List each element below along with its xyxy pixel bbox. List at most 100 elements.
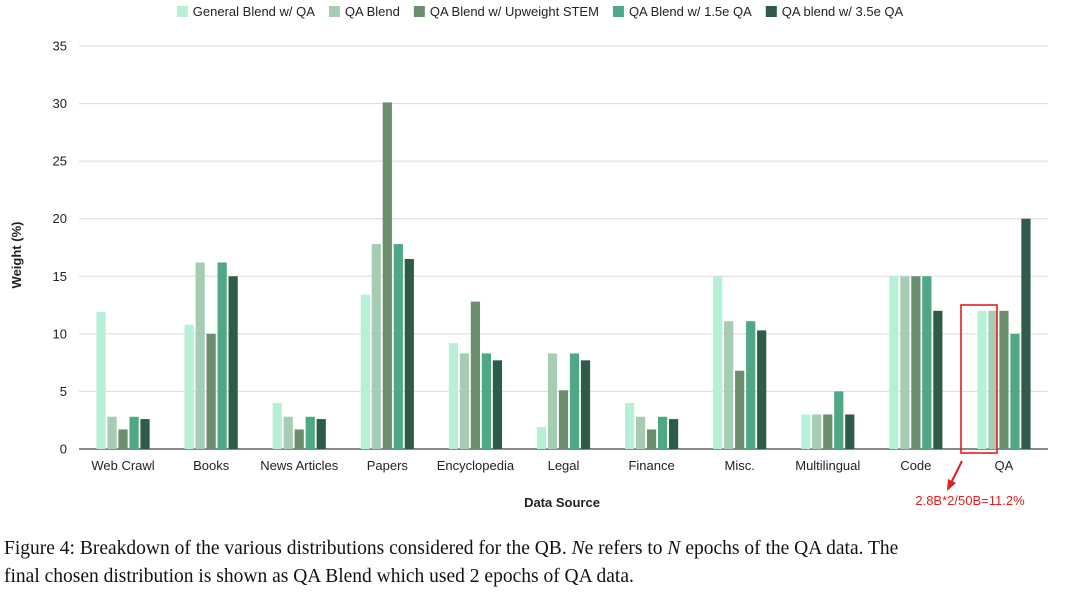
x-tick-label: Misc. xyxy=(725,458,755,473)
y-tick-label: 0 xyxy=(60,442,67,457)
bar xyxy=(459,353,470,449)
bar xyxy=(96,311,106,449)
bar xyxy=(746,321,756,449)
legend: General Blend w/ QA QA Blend QA Blend w/ U… xyxy=(176,4,904,19)
bar xyxy=(140,419,150,449)
legend-label: QA blend w/ 3.5e QA xyxy=(782,4,904,19)
annotation: 2.8B*2/50B=11.2% xyxy=(915,304,1025,508)
bar xyxy=(294,429,304,449)
bar xyxy=(393,244,403,449)
bar xyxy=(999,310,1009,449)
legend-swatch xyxy=(328,6,340,17)
bar xyxy=(558,390,569,449)
bar xyxy=(889,276,899,449)
annotation-highlight-box xyxy=(960,304,998,454)
bar xyxy=(536,427,547,449)
x-tick-label: Multilingual xyxy=(795,458,860,473)
bar xyxy=(272,402,282,449)
bar xyxy=(823,414,833,449)
bar xyxy=(283,416,293,449)
bar xyxy=(1021,218,1031,449)
bar xyxy=(371,244,381,449)
bar xyxy=(448,343,459,449)
x-tick-label: Books xyxy=(193,458,230,473)
bar xyxy=(900,276,910,449)
y-tick-label: 25 xyxy=(53,154,67,169)
bar xyxy=(624,402,635,449)
bar xyxy=(580,360,591,449)
bar xyxy=(922,276,932,449)
y-tick-label: 20 xyxy=(53,211,67,226)
x-tick-label: Code xyxy=(900,458,931,473)
annotation-text: 2.8B*2/50B=11.2% xyxy=(915,493,1025,508)
caption-line-2: final chosen distribution is shown as QA… xyxy=(4,566,634,587)
bar xyxy=(845,414,855,449)
bar xyxy=(646,429,657,449)
bar xyxy=(933,310,943,449)
bar xyxy=(812,414,822,449)
bar xyxy=(107,416,117,449)
x-tick-label: Legal xyxy=(548,458,580,473)
bar xyxy=(977,310,987,449)
x-tick-label: News Articles xyxy=(260,458,339,473)
y-axis-ticks: 0 5 10 15 20 25 30 35 xyxy=(53,39,67,457)
y-axis-label: Weight (%) xyxy=(9,222,24,289)
caption-line-1: Figure 4: Breakdown of the various distr… xyxy=(4,538,899,559)
bar xyxy=(481,353,492,449)
legend-swatch xyxy=(176,6,188,17)
bar-chart: General Blend w/ QA QA Blend QA Blend w/ U… xyxy=(9,4,1048,510)
bar xyxy=(635,416,646,449)
bars xyxy=(96,102,1031,450)
bar xyxy=(801,414,811,449)
bar xyxy=(382,102,392,450)
bar xyxy=(492,360,503,449)
bar xyxy=(217,262,227,449)
gridlines xyxy=(79,45,1048,450)
annotation-arrow-shaft xyxy=(950,460,963,484)
bar xyxy=(668,419,679,449)
bar xyxy=(305,416,315,449)
legend-swatch xyxy=(612,6,624,17)
legend-item: General Blend w/ QA xyxy=(176,4,315,19)
bar xyxy=(547,353,558,449)
x-tick-label: QA xyxy=(995,458,1014,473)
bar xyxy=(129,416,139,449)
bar xyxy=(735,370,745,449)
y-tick-label: 15 xyxy=(53,269,67,284)
bar xyxy=(757,330,767,449)
x-tick-label: Encyclopedia xyxy=(437,458,515,473)
y-tick-label: 10 xyxy=(53,326,67,341)
legend-item: QA Blend w/ 1.5e QA xyxy=(612,4,752,19)
bar xyxy=(1010,333,1020,449)
x-tick-label: Web Crawl xyxy=(91,458,154,473)
legend-label: QA Blend xyxy=(345,4,400,19)
legend-item: QA Blend xyxy=(328,4,400,19)
y-tick-label: 30 xyxy=(53,96,67,111)
legend-label: QA Blend w/ 1.5e QA xyxy=(629,4,752,19)
legend-item: QA Blend w/ Upweight STEM xyxy=(413,4,599,19)
legend-label: General Blend w/ QA xyxy=(193,4,315,19)
bar xyxy=(118,429,128,449)
bar xyxy=(228,276,238,449)
bar xyxy=(184,324,194,449)
legend-label: QA Blend w/ Upweight STEM xyxy=(430,4,599,19)
x-tick-label: Papers xyxy=(367,458,409,473)
bar xyxy=(360,294,370,449)
bar xyxy=(713,276,723,449)
legend-swatch xyxy=(765,6,777,17)
bar xyxy=(724,321,734,449)
bar xyxy=(195,262,205,449)
legend-item: QA blend w/ 3.5e QA xyxy=(765,4,904,19)
bar xyxy=(911,276,921,449)
bar xyxy=(988,310,998,449)
figure-caption: Figure 4: Breakdown of the various distr… xyxy=(4,535,1078,591)
bar xyxy=(206,333,216,449)
x-axis-label: Data Source xyxy=(524,495,600,510)
x-axis-ticks: Web Crawl Books News Articles Papers Encyclo… xyxy=(91,458,1013,473)
bar xyxy=(657,416,668,449)
bar xyxy=(316,419,326,449)
x-tick-label: Finance xyxy=(628,458,674,473)
bar xyxy=(569,353,580,449)
bar xyxy=(470,301,481,449)
y-tick-label: 35 xyxy=(53,39,67,54)
